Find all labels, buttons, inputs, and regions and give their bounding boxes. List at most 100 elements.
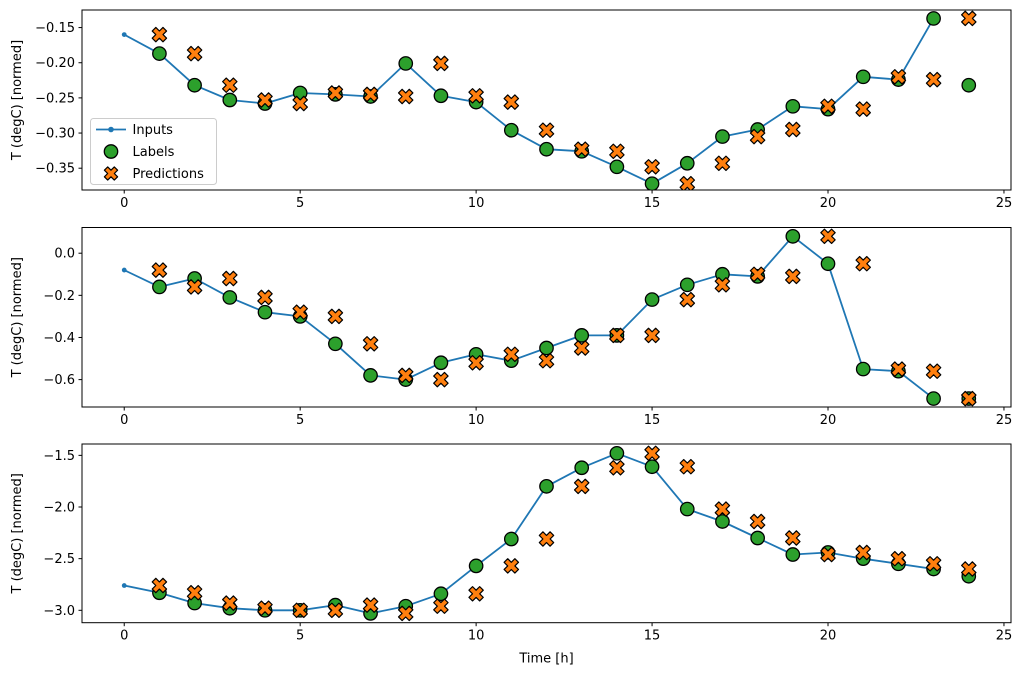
subplot-1: 0 5 10 15 20 25 −0.15 −0.20 −0.25 −0.30 −0.35 T (de… (10, 9, 1013, 211)
x-tick-label: 20 (820, 196, 837, 211)
labels-marker (574, 460, 590, 476)
predictions-marker (820, 228, 836, 245)
x-tick-label: 25 (996, 413, 1013, 428)
inputs-point-marker (121, 267, 127, 273)
legend-box (90, 118, 217, 185)
predictions-marker (362, 86, 379, 103)
y-axis-label: T (degC) [normed] (10, 473, 25, 594)
labels-marker (539, 479, 554, 494)
x-tick-label: 25 (996, 629, 1013, 644)
y-tick-label: −0.35 (35, 162, 75, 177)
predictions-marker (573, 478, 590, 495)
y-tick-label: −1.5 (43, 449, 75, 464)
x-tick-label: 15 (644, 629, 661, 644)
predictions-marker (292, 304, 308, 320)
predictions-marker (855, 101, 871, 117)
predictions-marker (820, 98, 836, 115)
legend-label: Inputs (133, 123, 174, 138)
labels-marker (715, 514, 730, 529)
labels-marker (679, 501, 695, 517)
y-tick-label: −0.6 (43, 373, 75, 388)
predictions-marker (538, 531, 555, 547)
x-tick-label: 20 (820, 629, 837, 644)
predictions-marker (609, 327, 625, 344)
predictions-marker (890, 69, 907, 85)
predictions-marker (397, 367, 414, 384)
predictions-marker (186, 45, 203, 62)
labels-marker (363, 368, 378, 383)
x-tick-label: 5 (296, 413, 304, 428)
predictions-marker (749, 128, 766, 145)
predictions-marker (961, 561, 977, 577)
predictions-marker (503, 558, 520, 574)
predictions-marker (397, 605, 414, 622)
labels-marker (679, 277, 695, 293)
x-tick-label: 10 (468, 629, 485, 644)
predictions-marker (573, 340, 590, 356)
labels-marker (609, 159, 625, 175)
predictions-marker (714, 155, 731, 172)
plot-area-frame (81, 227, 1012, 408)
x-tick-label: 0 (120, 196, 128, 211)
series-layer (121, 445, 977, 622)
labels-marker (328, 336, 343, 352)
predictions-marker (468, 586, 484, 602)
predictions-marker (785, 268, 801, 285)
x-tick-label: 0 (120, 413, 128, 428)
predictions-marker (327, 85, 344, 101)
x-tick-label: 5 (296, 196, 304, 211)
x-tick-label: 5 (296, 629, 304, 644)
y-tick-label: −2.5 (43, 552, 75, 567)
y-tick-label: −0.2 (43, 289, 75, 304)
labels-marker (433, 586, 449, 602)
legend-labels-swatch (103, 144, 119, 159)
labels-marker (222, 290, 238, 305)
labels-marker (785, 547, 801, 562)
predictions-marker (644, 327, 660, 344)
y-axis-ticks: −1.5 −2.0 −2.5 −3.0 (43, 449, 82, 619)
predictions-marker (503, 346, 520, 363)
predictions-marker (292, 95, 308, 112)
y-tick-label: −0.15 (35, 21, 75, 36)
y-axis-ticks: −0.15 −0.20 −0.25 −0.30 −0.35 (35, 21, 82, 177)
labels-marker (503, 122, 519, 138)
labels-marker (398, 56, 414, 71)
predictions-marker (890, 550, 907, 567)
predictions-marker (573, 141, 590, 157)
labels-marker (926, 391, 941, 406)
predictions-marker (538, 122, 555, 138)
predictions-marker (397, 88, 414, 105)
predictions-marker (749, 513, 766, 530)
labels-marker (715, 129, 730, 144)
y-axis-label: T (degC) [normed] (10, 257, 25, 378)
predictions-marker (925, 363, 942, 379)
x-tick-label: 10 (468, 196, 485, 211)
x-tick-label: 15 (644, 196, 661, 211)
predictions-marker (785, 121, 801, 138)
predictions-marker (186, 279, 203, 295)
plot-area-frame (81, 9, 1012, 191)
inputs-point-marker (121, 32, 127, 38)
predictions-marker (890, 361, 907, 377)
predictions-marker (292, 602, 308, 619)
predictions-marker (644, 445, 660, 462)
labels-marker (574, 328, 590, 343)
x-tick-label: 25 (996, 196, 1013, 211)
x-tick-label: 20 (820, 413, 837, 428)
labels-marker (644, 292, 660, 307)
predictions-marker (644, 159, 660, 175)
predictions-marker (327, 308, 344, 325)
y-tick-label: −0.20 (35, 56, 75, 71)
predictions-marker (785, 530, 801, 546)
legend-entry-predictions: Predictions (103, 166, 204, 182)
predictions-marker (961, 390, 977, 407)
labels-marker (152, 279, 167, 295)
predictions-marker (433, 598, 449, 614)
labels-marker (961, 77, 977, 93)
labels-marker (257, 304, 273, 320)
legend-entry-labels: Labels (103, 144, 175, 160)
predictions-marker (820, 546, 836, 563)
labels-marker (785, 98, 801, 114)
